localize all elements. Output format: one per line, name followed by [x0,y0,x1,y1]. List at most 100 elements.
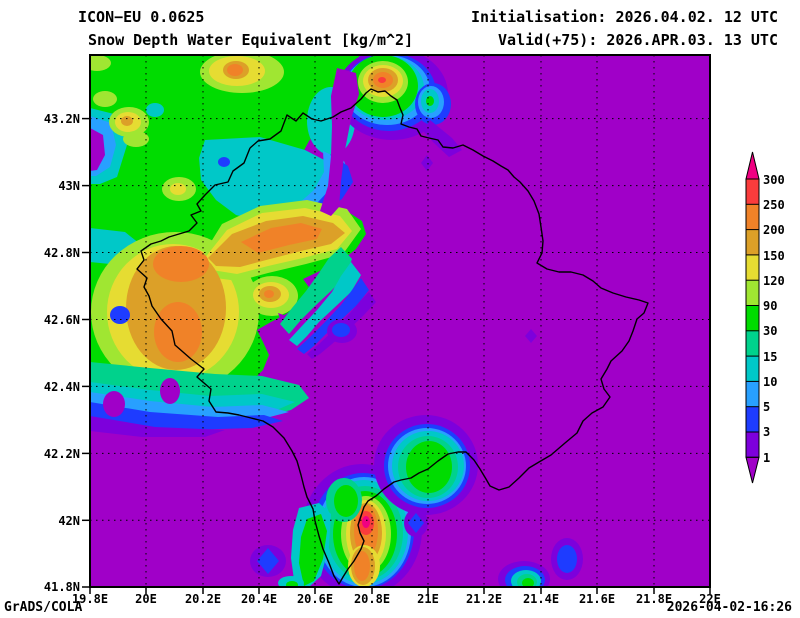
colorbar-label: 30 [763,324,777,338]
fringe-teal [289,262,361,346]
edge-hole-core [90,128,105,171]
br-blob-green [522,578,534,587]
colorbar-label: 5 [763,400,770,414]
spot-orange [227,64,243,76]
colorbar-seg-120-150 [746,254,759,281]
teal-patch [146,103,164,117]
x-tick-label: 20.4E [241,592,277,606]
colorbar-label: 200 [763,223,785,237]
x-tick-label: 21.4E [523,592,559,606]
x-tick-label: 22E [699,592,721,606]
model-title: ICON−EU 0.0625 [78,8,205,26]
x-axis-labels: 19.8E 20E 20.2E 20.4E 20.6E 20.8E 21E 21… [72,592,721,606]
colorbar-seg-200-250 [746,204,759,230]
colorbar-label: 120 [763,274,785,288]
colorbar-seg-250-300 [746,179,759,205]
violet-diamond [525,329,537,343]
teal-patch [199,137,335,222]
x-tick-label: 21E [417,592,439,606]
purple-hole [160,378,180,404]
violet-diamond [421,155,433,171]
colorbar-label: 250 [763,198,785,212]
ridge-arm-orange [241,223,322,253]
x-tick-label: 20.2E [185,592,221,606]
colorbar-seg-150-200 [746,229,759,255]
spot-orange [264,290,274,298]
purple-hole [103,391,125,417]
colorbar-seg-3-5 [746,406,759,432]
y-tick-label: 43N [58,179,80,193]
bottom-green-bit [286,581,298,587]
axis-ticks [82,117,711,594]
tealspot-green-core [426,96,434,106]
southblob-crimson-core [362,516,370,528]
colorbar-seg-10-15 [746,356,759,382]
southblob-orange-ext [354,551,370,581]
colorbar-seg-5-10 [746,381,759,407]
x-tick-label: 21.2E [466,592,502,606]
snow-field-contours [90,55,710,587]
x-tick-label: 20E [135,592,157,606]
colorbar-label: 150 [763,249,785,263]
x-tick-label: 20.6E [297,592,333,606]
x-tick-label: 20.8E [354,592,390,606]
y-axis-labels: 43.2N 43N 42.8N 42.6N 42.4N 42.2N 42N 41… [44,112,80,594]
blue-spot [218,157,230,167]
spot-golden [121,116,133,126]
colorbar-label: 1 [763,451,770,465]
y-tick-label: 42N [58,514,80,528]
colorbar-seg-1-3 [746,432,759,458]
colorbar-label: 15 [763,350,777,364]
blue-spot [110,306,130,324]
blue-spot [332,323,350,337]
y-tick-label: 42.2N [44,447,80,461]
topblob-red-core [378,77,386,83]
colorbar-seg-90-120 [746,280,759,306]
colorbar-label: 10 [763,375,777,389]
blue-diamond [408,513,424,533]
y-tick-label: 41.8N [44,580,80,594]
purple-channel [320,68,359,216]
spot-ygreen [90,55,111,71]
spot-yellow [170,183,186,195]
seblob-green [406,441,452,493]
initialisation-label: Initialisation: 2026.04.02. 12 UTC [470,8,778,26]
colorbar-seg-30-90 [746,305,759,331]
spot-ygreen [93,91,117,107]
massif-orange-core [154,302,202,362]
fringe-blue [90,402,283,430]
colorbar-dividers [745,178,760,458]
blue-diamond [257,548,279,574]
creation-timestamp: 2026-04-02-16:26 [666,600,792,615]
colorbar-over-arrow [745,151,760,180]
y-tick-label: 43.2N [44,112,80,126]
x-tick-label: 19.8E [72,592,108,606]
colorbar-label: 300 [763,173,785,187]
massif-orange-core [153,246,209,282]
colorbar-under-arrow [745,456,760,484]
colorbar-labels: 300 250 200 150 120 90 30 15 10 5 3 1 [763,173,785,465]
south-column-green [299,514,327,586]
br-blue-blob [557,545,577,573]
spot-ygreen [123,131,149,147]
country-border [136,88,649,585]
colorbar-label: 3 [763,425,770,439]
colorbar-seg-15-30 [746,330,759,357]
fringe-blue [297,278,369,354]
fringe-springgreen [280,247,352,334]
x-tick-label: 21.6E [579,592,615,606]
y-tick-label: 42.6N [44,313,80,327]
y-tick-label: 42.4N [44,380,80,394]
graticule [90,55,710,587]
y-tick-label: 42.8N [44,246,80,260]
fringe-violet [90,416,225,437]
grads-credit: GrADS/COLA [4,600,83,615]
southblob-finger-green [334,485,358,517]
plot-frame [89,54,711,588]
variable-title: Snow Depth Water Equivalent [kg/m^2] [88,31,414,49]
colorbar-label: 90 [763,299,777,313]
valid-time-label: Valid(+75): 2026.APR.03. 13 UTC [498,31,778,49]
colorbar: 300 250 200 150 120 90 30 15 10 5 3 1 [745,151,785,484]
